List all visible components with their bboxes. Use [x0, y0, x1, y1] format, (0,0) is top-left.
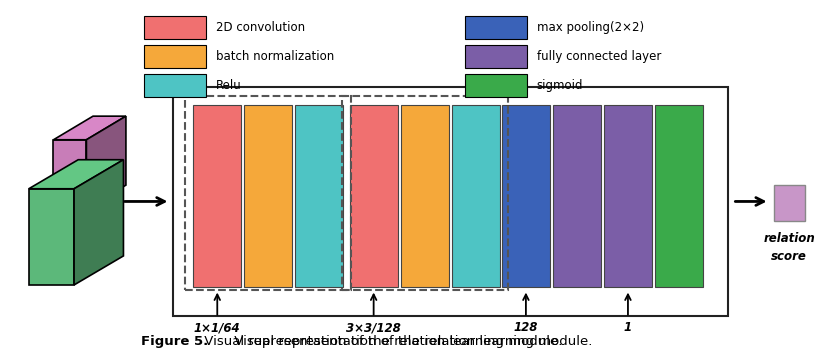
Bar	[144, 45, 206, 68]
Text: 1×1/64: 1×1/64	[194, 321, 240, 334]
Bar	[502, 105, 550, 287]
Text: 2D convolution: 2D convolution	[216, 21, 305, 34]
Text: relation
score: relation score	[764, 232, 815, 263]
Bar	[465, 45, 527, 68]
Bar	[452, 105, 500, 287]
Polygon shape	[86, 116, 126, 209]
Text: fully connected layer: fully connected layer	[537, 50, 661, 63]
Text: 3×3/128: 3×3/128	[346, 321, 401, 334]
Text: 128: 128	[514, 321, 538, 334]
Bar	[342, 96, 508, 290]
Polygon shape	[29, 189, 74, 285]
Text: Visual representation of the relation learning module.: Visual representation of the relation le…	[200, 335, 562, 348]
Bar	[465, 74, 527, 97]
Bar	[193, 105, 241, 287]
Text: max pooling(2×2): max pooling(2×2)	[537, 21, 644, 34]
Polygon shape	[29, 160, 123, 189]
Bar	[185, 96, 351, 290]
Bar	[173, 87, 728, 316]
Bar	[401, 105, 449, 287]
Polygon shape	[74, 160, 123, 285]
Bar	[655, 105, 703, 287]
Text: Visual representation of the relation learning module.: Visual representation of the relation le…	[230, 335, 593, 348]
Text: Figure 5.: Figure 5.	[141, 335, 207, 348]
Bar	[144, 74, 206, 97]
Bar	[774, 185, 805, 221]
Bar	[465, 16, 527, 39]
Text: 1: 1	[624, 321, 632, 334]
Text: Relu: Relu	[216, 79, 241, 92]
Polygon shape	[53, 140, 86, 209]
Polygon shape	[53, 116, 126, 140]
Bar	[144, 16, 206, 39]
Text: sigmoid: sigmoid	[537, 79, 584, 92]
Text: batch normalization: batch normalization	[216, 50, 334, 63]
Bar	[350, 105, 398, 287]
Bar	[604, 105, 652, 287]
Bar	[295, 105, 343, 287]
Bar	[553, 105, 601, 287]
Bar	[244, 105, 292, 287]
